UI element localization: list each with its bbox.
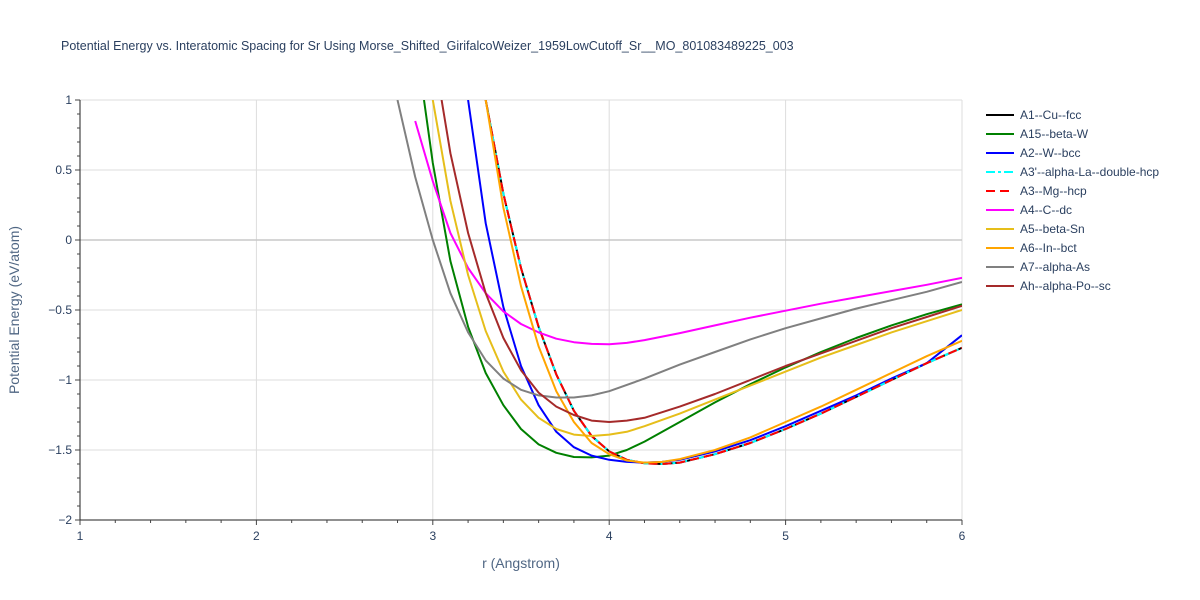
y-axis-title: Potential Energy (eV/atom) — [6, 226, 22, 394]
legend-item-6[interactable]: A5--beta-Sn — [986, 222, 1085, 236]
x-ticks: 1 2 3 4 5 6 — [77, 520, 966, 543]
series-layer — [396, 100, 962, 465]
x-tick-label: 6 — [959, 529, 966, 543]
legend-label: A6--In--bct — [1020, 241, 1077, 255]
y-tick-label: 0 — [65, 233, 72, 247]
legend-item-2[interactable]: A2--W--bcc — [986, 146, 1080, 160]
y-tick-label: −1 — [58, 373, 72, 387]
legend-item-3[interactable]: A3'--alpha-La--double-hcp — [986, 165, 1159, 179]
x-tick-label: 5 — [782, 529, 789, 543]
y-tick-label: −1.5 — [48, 443, 72, 457]
grid — [80, 99, 963, 520]
series-line-9 — [440, 100, 962, 423]
legend[interactable]: A1--Cu--fcc A15--beta-W A2--W--bcc A3'--alp… — [986, 108, 1159, 293]
legend-item-4[interactable]: A3--Mg--hcp — [986, 184, 1087, 198]
x-tick-label: 1 — [77, 529, 84, 543]
series-line-1 — [423, 100, 962, 459]
series-line-3 — [484, 100, 962, 465]
legend-label: A7--alpha-As — [1020, 260, 1090, 274]
legend-item-7[interactable]: A6--In--bct — [986, 241, 1077, 255]
y-ticks: −2 −1.5 −1 −0.5 0 0.5 1 — [48, 93, 80, 527]
series-line-2 — [467, 100, 962, 464]
x-tick-label: 3 — [429, 529, 436, 543]
legend-item-1[interactable]: A15--beta-W — [986, 127, 1089, 141]
legend-item-9[interactable]: Ah--alpha-Po--sc — [986, 279, 1111, 293]
legend-label: A1--Cu--fcc — [1020, 108, 1081, 122]
legend-item-5[interactable]: A4--C--dc — [986, 203, 1072, 217]
legend-label: A3'--alpha-La--double-hcp — [1020, 165, 1159, 179]
chart-title: Potential Energy vs. Interatomic Spacing… — [61, 39, 794, 53]
series-line-6 — [431, 100, 962, 437]
legend-label: A5--beta-Sn — [1020, 222, 1085, 236]
series-line-5 — [414, 120, 962, 346]
legend-label: A4--C--dc — [1020, 203, 1072, 217]
series-line-4 — [484, 100, 962, 465]
x-tick-label: 4 — [606, 529, 613, 543]
legend-item-0[interactable]: A1--Cu--fcc — [986, 108, 1081, 122]
series-line-8 — [396, 100, 962, 399]
x-tick-label: 2 — [253, 529, 260, 543]
y-tick-label: −0.5 — [48, 303, 72, 317]
legend-label: A15--beta-W — [1020, 127, 1089, 141]
x-axis-title: r (Angstrom) — [482, 555, 560, 571]
series-line-7 — [484, 100, 962, 464]
legend-label: A2--W--bcc — [1020, 146, 1080, 160]
legend-label: A3--Mg--hcp — [1020, 184, 1087, 198]
legend-label: Ah--alpha-Po--sc — [1020, 279, 1111, 293]
y-tick-label: 1 — [65, 93, 72, 107]
y-tick-label: −2 — [58, 513, 72, 527]
legend-item-8[interactable]: A7--alpha-As — [986, 260, 1090, 274]
series-line-0 — [484, 100, 962, 465]
y-tick-label: 0.5 — [55, 163, 72, 177]
